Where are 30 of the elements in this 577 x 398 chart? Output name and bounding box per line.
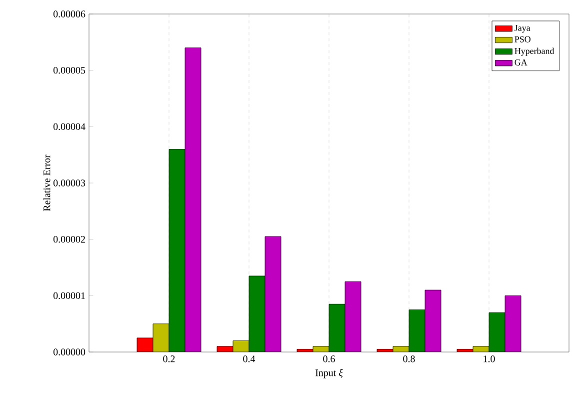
bar bbox=[264, 236, 282, 352]
bar bbox=[345, 282, 362, 352]
bar bbox=[329, 304, 346, 352]
bar bbox=[424, 290, 442, 352]
y-tick-label: 0.00004 bbox=[53, 123, 86, 130]
bar bbox=[152, 324, 170, 352]
bar bbox=[184, 48, 202, 352]
bar bbox=[504, 295, 522, 352]
bar bbox=[408, 310, 426, 352]
bar bbox=[136, 338, 154, 352]
legend-label: Hyperband bbox=[514, 48, 554, 56]
legend-label: Jaya bbox=[514, 24, 530, 33]
y-tick-label: 0.00001 bbox=[53, 292, 85, 300]
bar bbox=[488, 312, 506, 352]
y-tick-label: 0.00005 bbox=[53, 66, 86, 74]
y-axis-title: Relative Error bbox=[43, 154, 50, 212]
x-tick-label: 0.6 bbox=[323, 356, 335, 362]
x-tick-label: 0.8 bbox=[403, 356, 415, 362]
y-tick-label: 0.00000 bbox=[53, 348, 86, 356]
x-tick-label: 1.0 bbox=[484, 356, 495, 362]
bar bbox=[168, 149, 186, 352]
y-tick-label: 0.00002 bbox=[53, 236, 85, 243]
y-tick-label: 0.00006 bbox=[53, 10, 86, 18]
x-tick-label: 0.2 bbox=[163, 356, 175, 362]
x-axis-title: Input ξ bbox=[315, 369, 343, 378]
legend-label: GA bbox=[514, 59, 528, 66]
legend-label: PSO bbox=[514, 36, 530, 42]
y-tick-label: 0.00003 bbox=[53, 180, 86, 186]
bar bbox=[248, 276, 266, 352]
x-tick-label: 0.4 bbox=[243, 356, 256, 362]
